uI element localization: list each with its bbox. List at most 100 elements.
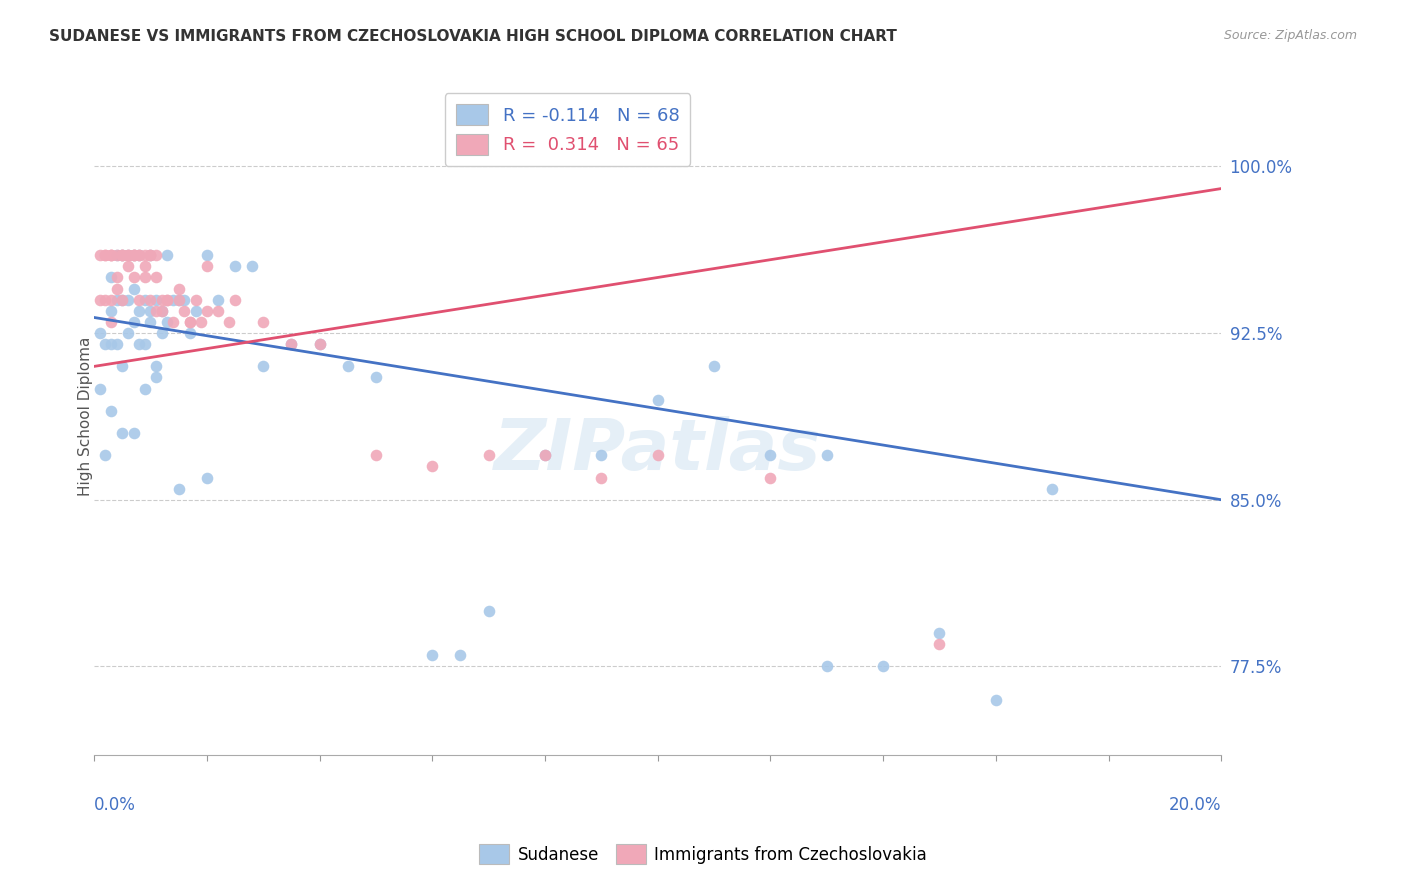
Point: [122, 315, 145, 329]
Point: [150, 303, 173, 318]
Point: [100, 248, 122, 262]
Point: [111, 293, 134, 307]
Point: [984, 693, 1007, 707]
Point: [89, 382, 111, 396]
Point: [647, 392, 669, 407]
Point: [224, 293, 246, 307]
Point: [122, 248, 145, 262]
Point: [145, 370, 167, 384]
Point: [308, 337, 330, 351]
Point: [173, 293, 195, 307]
Legend: R = -0.114   N = 68, R =  0.314   N = 65: R = -0.114 N = 68, R = 0.314 N = 65: [444, 94, 690, 166]
Point: [105, 270, 128, 285]
Point: [128, 248, 150, 262]
Point: [139, 248, 162, 262]
Point: [105, 282, 128, 296]
Point: [195, 470, 218, 484]
Point: [173, 303, 195, 318]
Point: [105, 248, 128, 262]
Point: [703, 359, 725, 374]
Point: [364, 448, 387, 462]
Point: [195, 260, 218, 274]
Point: [111, 425, 134, 440]
Point: [94, 293, 117, 307]
Text: SUDANESE VS IMMIGRANTS FROM CZECHOSLOVAKIA HIGH SCHOOL DIPLOMA CORRELATION CHART: SUDANESE VS IMMIGRANTS FROM CZECHOSLOVAK…: [49, 29, 897, 44]
Point: [156, 248, 179, 262]
Point: [100, 303, 122, 318]
Point: [117, 248, 139, 262]
Point: [94, 248, 117, 262]
Point: [928, 637, 950, 651]
Point: [100, 404, 122, 418]
Point: [117, 326, 139, 340]
Point: [218, 315, 240, 329]
Y-axis label: High School Diploma: High School Diploma: [79, 336, 93, 496]
Point: [420, 648, 443, 663]
Point: [759, 448, 782, 462]
Point: [128, 293, 150, 307]
Point: [111, 248, 134, 262]
Point: [134, 293, 156, 307]
Point: [89, 248, 111, 262]
Point: [105, 248, 128, 262]
Point: [128, 248, 150, 262]
Point: [184, 293, 207, 307]
Point: [815, 448, 838, 462]
Point: [150, 326, 173, 340]
Point: [89, 326, 111, 340]
Point: [478, 604, 501, 618]
Point: [167, 482, 190, 496]
Point: [122, 425, 145, 440]
Point: [139, 293, 162, 307]
Point: [364, 370, 387, 384]
Point: [105, 337, 128, 351]
Point: [195, 303, 218, 318]
Point: [167, 282, 190, 296]
Point: [134, 337, 156, 351]
Point: [145, 359, 167, 374]
Point: [336, 359, 359, 374]
Point: [179, 315, 201, 329]
Point: [815, 659, 838, 673]
Point: [122, 248, 145, 262]
Point: [167, 293, 190, 307]
Point: [94, 448, 117, 462]
Point: [117, 260, 139, 274]
Point: [100, 337, 122, 351]
Point: [134, 382, 156, 396]
Text: ZIPatlas: ZIPatlas: [494, 416, 821, 484]
Point: [207, 293, 229, 307]
Point: [89, 293, 111, 307]
Point: [190, 315, 212, 329]
Point: [534, 448, 557, 462]
Point: [280, 337, 302, 351]
Point: [94, 248, 117, 262]
Point: [100, 248, 122, 262]
Point: [145, 293, 167, 307]
Text: 0.0%: 0.0%: [94, 796, 136, 814]
Point: [928, 626, 950, 640]
Point: [139, 248, 162, 262]
Point: [122, 248, 145, 262]
Point: [134, 270, 156, 285]
Point: [122, 248, 145, 262]
Point: [179, 326, 201, 340]
Point: [128, 248, 150, 262]
Legend: Sudanese, Immigrants from Czechoslovakia: Sudanese, Immigrants from Czechoslovakia: [472, 838, 934, 871]
Point: [128, 337, 150, 351]
Point: [111, 248, 134, 262]
Point: [184, 303, 207, 318]
Point: [100, 248, 122, 262]
Point: [224, 260, 246, 274]
Point: [647, 448, 669, 462]
Point: [420, 459, 443, 474]
Point: [94, 337, 117, 351]
Point: [111, 293, 134, 307]
Point: [1040, 482, 1063, 496]
Point: [150, 293, 173, 307]
Point: [117, 248, 139, 262]
Point: [150, 303, 173, 318]
Text: Source: ZipAtlas.com: Source: ZipAtlas.com: [1223, 29, 1357, 42]
Point: [207, 303, 229, 318]
Point: [156, 293, 179, 307]
